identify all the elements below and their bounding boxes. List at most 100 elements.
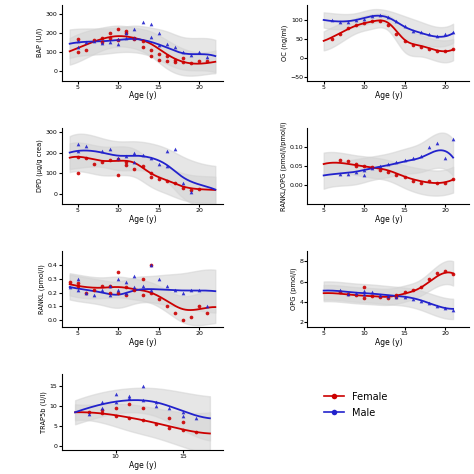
Point [98, 399, 106, 406]
Point [82, 289, 90, 296]
Point [179, 409, 187, 416]
Point [187, 51, 195, 59]
Point [409, 155, 417, 162]
Point [392, 172, 400, 179]
Point [74, 43, 82, 50]
Point [74, 141, 82, 148]
Point [163, 52, 171, 60]
Point [98, 147, 106, 155]
Point [171, 56, 179, 64]
Point [98, 410, 106, 417]
Point [123, 289, 130, 296]
Point [114, 275, 122, 283]
Point [401, 156, 408, 164]
Point [82, 289, 90, 296]
Point [98, 158, 106, 165]
Y-axis label: RANKL (pmol/l): RANKL (pmol/l) [38, 264, 45, 314]
Point [131, 34, 138, 42]
Point [195, 48, 203, 56]
Point [449, 136, 457, 143]
Point [425, 46, 433, 53]
Y-axis label: OC (ng/ml): OC (ng/ml) [281, 25, 288, 61]
X-axis label: Age (y): Age (y) [374, 215, 402, 224]
Point [376, 293, 384, 301]
Point [66, 278, 73, 285]
Point [401, 23, 408, 30]
Point [139, 37, 146, 45]
Point [74, 153, 82, 161]
Point [368, 18, 376, 25]
Point [203, 302, 211, 310]
Point [139, 383, 146, 390]
Point [344, 170, 352, 177]
Point [147, 20, 155, 27]
Point [195, 302, 203, 310]
Point [401, 293, 408, 301]
Point [336, 31, 344, 38]
Point [90, 286, 98, 293]
Point [125, 392, 133, 400]
Point [98, 407, 106, 414]
Point [401, 288, 408, 295]
X-axis label: Age (y): Age (y) [128, 91, 156, 100]
Point [131, 26, 138, 33]
Point [163, 282, 171, 290]
Point [441, 179, 449, 187]
Point [155, 41, 163, 48]
Point [360, 172, 368, 179]
Point [417, 44, 425, 51]
Point [352, 289, 360, 296]
Point [441, 47, 449, 55]
Point [123, 152, 130, 159]
Point [179, 317, 187, 324]
Point [360, 15, 368, 23]
Point [147, 173, 155, 181]
Point [360, 283, 368, 291]
Point [163, 302, 171, 310]
Point [187, 286, 195, 293]
Point [360, 19, 368, 27]
Point [179, 419, 187, 426]
Point [352, 21, 360, 29]
Point [171, 43, 179, 50]
Point [384, 13, 392, 21]
Point [106, 34, 114, 42]
Point [114, 36, 122, 44]
Point [152, 420, 160, 428]
Point [392, 291, 400, 299]
Point [147, 169, 155, 177]
Point [344, 290, 352, 298]
Point [90, 36, 98, 44]
Point [328, 35, 336, 43]
Point [203, 310, 211, 317]
Legend: Female, Male: Female, Male [320, 388, 391, 421]
Point [392, 158, 400, 166]
Point [112, 391, 119, 398]
Point [384, 294, 392, 301]
Point [155, 175, 163, 183]
Point [417, 28, 425, 36]
Point [106, 289, 114, 296]
Point [74, 35, 82, 43]
Point [336, 170, 344, 177]
Point [90, 292, 98, 299]
Point [195, 286, 203, 293]
Point [417, 283, 425, 291]
Point [155, 56, 163, 64]
Point [368, 292, 376, 300]
Point [147, 33, 155, 41]
Point [139, 292, 146, 299]
Point [384, 292, 392, 300]
Point [66, 283, 73, 291]
Point [147, 52, 155, 60]
Point [433, 139, 441, 147]
Point [352, 291, 360, 299]
Point [336, 156, 344, 164]
Point [163, 178, 171, 185]
Point [425, 276, 433, 283]
Point [163, 40, 171, 47]
Point [98, 404, 106, 412]
Point [401, 37, 408, 45]
Point [74, 37, 82, 45]
Point [409, 286, 417, 293]
